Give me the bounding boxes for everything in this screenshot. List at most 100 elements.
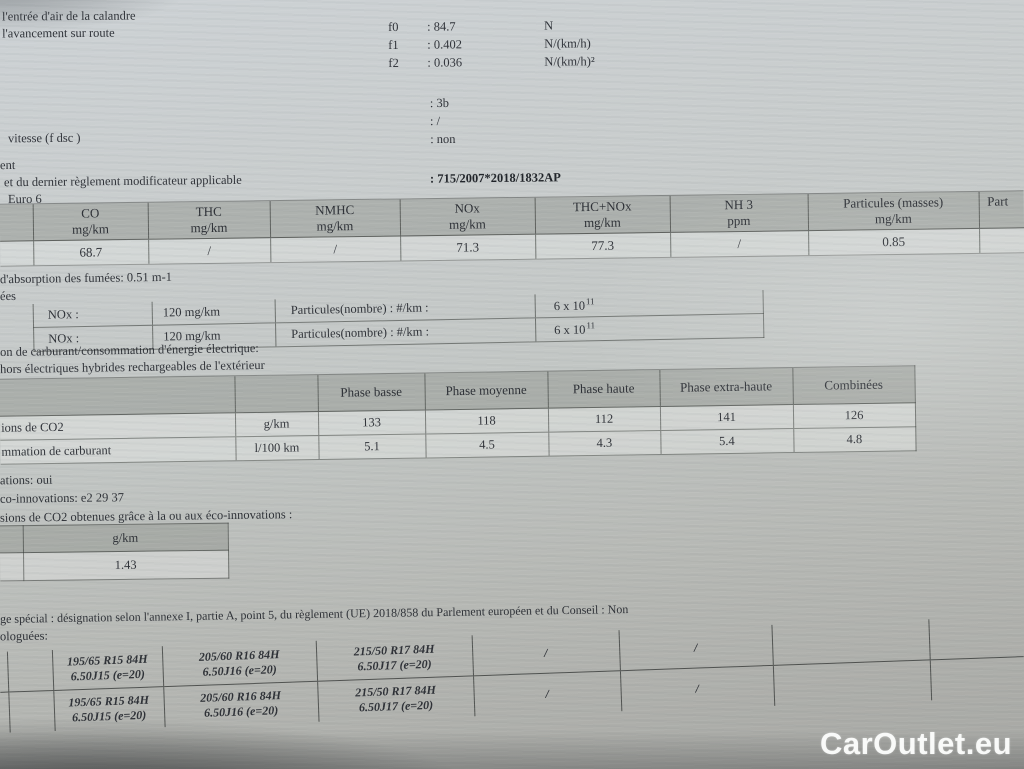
co2-row2-v3: 5.4 xyxy=(660,428,794,455)
eco-line-1: ations: oui xyxy=(0,472,53,488)
nox1-pn-exp: 11 xyxy=(585,296,595,307)
co2-header-phase-moyenne: Phase moyenne xyxy=(424,371,548,410)
emissions-value-co: 68.7 xyxy=(33,239,149,266)
emissions-value-thcnox: 77.3 xyxy=(535,232,671,260)
co2-row1-v4: 126 xyxy=(792,402,916,429)
regulation-value: : 715/2007*2018/1832AP xyxy=(429,170,561,186)
emissions-col-nox-header: NOx mg/km xyxy=(399,197,536,236)
emissions-col-nh3-header: NH 3 ppm xyxy=(669,193,809,233)
tyre1-slash-2: / xyxy=(618,624,773,671)
coeff-f2-label: f2 xyxy=(388,55,399,70)
emissions-col-co-header: CO mg/km xyxy=(32,202,149,241)
nox2-pn-exp: 11 xyxy=(586,320,596,331)
nh3-name: NH 3 xyxy=(724,196,754,213)
co2-row2-v4: 4.8 xyxy=(793,426,916,453)
intake-line-1: l'entrée d'air de la calandre xyxy=(1,8,136,24)
co2-row1-v1: 118 xyxy=(424,408,549,434)
emissions-value-0 xyxy=(0,240,34,267)
co2-row2-v2: 4.3 xyxy=(548,430,661,457)
co2-header-empty-1 xyxy=(0,375,235,417)
eco-line-2: co-innovations: e2 29 37 xyxy=(0,490,125,506)
emissions-col-particules-header: Particules (masses) mg/km xyxy=(807,191,980,231)
nh3-unit: ppm xyxy=(727,212,751,229)
nox1-value: 120 mg/km xyxy=(152,299,276,326)
eco-header-row: g/km xyxy=(0,523,228,553)
emissions-value-nmhc: / xyxy=(270,235,401,263)
nox-name: NOx xyxy=(454,200,480,216)
coeff-f1-label: f1 xyxy=(388,37,399,52)
tyre2-empty-1 xyxy=(772,659,932,706)
eco-value-empty xyxy=(0,552,24,581)
thcnox-name: THC+NOx xyxy=(572,198,632,215)
co2-header-phase-basse: Phase basse xyxy=(317,372,425,412)
tyre2-size-16: 205/60 R16 84H 6.50J16 (e=20) xyxy=(163,681,319,728)
co2-table: Phase basse Phase moyenne Phase haute Ph… xyxy=(0,365,916,465)
co2-row1-v3: 141 xyxy=(659,404,794,431)
emissions-col-part-header: Part xyxy=(978,190,1024,229)
tyre1-fragment xyxy=(6,650,54,693)
param-value-3: : non xyxy=(430,131,456,147)
part-name: Part xyxy=(987,193,1009,209)
tyre1-size-17: 215/50 R17 84H 6.50J17 (e=20) xyxy=(315,635,474,682)
coefficient-values: : 84.7 : 0.402 : 0.036 xyxy=(427,17,462,71)
intake-text-block: l'entrée d'air de la calandre l'avanceme… xyxy=(2,8,136,43)
co-unit: mg/km xyxy=(71,221,109,237)
tyre2-fragment xyxy=(8,690,55,733)
tyre1-empty-1 xyxy=(771,619,930,666)
co2-header-phase-haute: Phase haute xyxy=(547,369,660,409)
tyre1-15-line2: 6.50J15 (e=20) xyxy=(70,666,146,684)
emissions-col-thc-header: THC mg/km xyxy=(147,200,271,240)
emissions-value-particules: 0.85 xyxy=(808,228,980,256)
coeff-f0-unit: N xyxy=(544,18,554,33)
nox2-pn-label: Particules(nombre) : #/km : xyxy=(275,317,536,347)
co2-header-phase-extra-haute: Phase extra-haute xyxy=(659,367,793,407)
emissions-value-part xyxy=(979,227,1024,254)
tyre2-empty-2 xyxy=(929,656,1024,701)
nox1-label: NOx : xyxy=(33,301,153,328)
co2-row2-label: mmation de carburant xyxy=(0,436,236,465)
absorption-frag: ées xyxy=(0,288,17,304)
tyres-table: 195/65 R15 84H 6.50J15 (e=20) 205/60 R16 … xyxy=(0,616,1024,733)
intake-line-2: l'avancement sur route xyxy=(2,25,115,41)
speed-param-label: vitesse (f dsc ) xyxy=(7,130,81,146)
coeff-f1-value: : 0.402 xyxy=(427,37,463,52)
coefficient-units: N N/(km/h) N/(km/h)² xyxy=(544,16,595,70)
special-designation-line: ge spécial : désignation selon l'annexe … xyxy=(0,602,629,626)
co2-row2-v0: 5.1 xyxy=(318,433,426,460)
coeff-f0-label: f0 xyxy=(388,19,399,34)
tyre2-15-line2: 6.50J15 (e=20) xyxy=(71,707,147,725)
emissions-value-nh3: / xyxy=(670,230,809,258)
regulation-frag: ent xyxy=(0,157,16,173)
tyre2-size-17: 215/50 R17 84H 6.50J17 (e=20) xyxy=(317,675,475,722)
emissions-col-thcnox-header: THC+NOx mg/km xyxy=(534,195,671,235)
co2-row1-unit: g/km xyxy=(234,411,319,437)
co2-row2-v1: 4.5 xyxy=(425,432,549,458)
co2-row1-label: ions de CO2 xyxy=(0,412,236,441)
param-value-1: : 3b xyxy=(429,95,450,111)
emissions-col-0-header xyxy=(0,203,34,242)
thc-name: THC xyxy=(195,203,222,220)
nmhc-unit: mg/km xyxy=(316,218,354,234)
nox1-pn-base: 6 x 10 xyxy=(553,298,586,314)
coeff-f2-value: : 0.036 xyxy=(427,55,463,70)
nox2-pn-value: 6 x 10 11 xyxy=(535,313,764,342)
tyre2-size-15: 195/65 R15 84H 6.50J15 (e=20) xyxy=(53,686,165,731)
co2-row2-unit: l/100 km xyxy=(235,435,319,461)
tyre1-size-16: 205/60 R16 84H 6.50J16 (e=20) xyxy=(161,640,318,687)
eco-value: 1.43 xyxy=(23,550,229,581)
emissions-value-nox: 71.3 xyxy=(400,234,536,261)
co2-header-empty-2 xyxy=(234,374,318,413)
co2-row1-v0: 133 xyxy=(317,409,426,436)
tyre2-slash-2: / xyxy=(619,665,775,712)
coeff-f2-unit: N/(km/h)² xyxy=(544,54,595,69)
nmhc-name: NMHC xyxy=(315,202,355,218)
emissions-col-nmhc-header: NMHC mg/km xyxy=(269,198,401,238)
param-values: : 3b : / : non xyxy=(430,94,456,148)
absorption-line: d'absorption des fumées: 0.51 m-1 xyxy=(0,269,173,287)
homologated-frag: ologuées: xyxy=(0,628,49,644)
thc-unit: mg/km xyxy=(190,219,228,236)
caroutlet-watermark: CarOutlet.eu xyxy=(819,726,1012,761)
nox2-pn-base: 6 x 10 xyxy=(554,322,586,338)
